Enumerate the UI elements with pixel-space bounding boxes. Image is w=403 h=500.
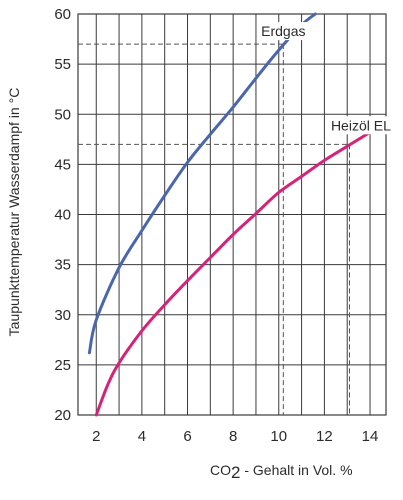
y-tick-label: 20 [54,407,71,424]
x-axis-label-subscript: 2 [231,463,241,482]
reference-lines [78,43,350,415]
x-tick-label: 4 [138,428,146,445]
series-annotations: Erdgas Heizöl EL [258,22,395,135]
x-tick-label: 12 [316,428,333,445]
plot-frame [77,13,387,416]
y-tick-label: 25 [54,357,71,374]
x-axis-label-suffix: - Gehalt in Vol. % [240,462,353,478]
y-tick-label: 40 [54,207,71,224]
x-tick-label: 14 [362,428,379,445]
annotation-background [258,22,309,41]
x-tick-label: 6 [183,428,191,445]
x-axis-label: CO2 - Gehalt in Vol. % [210,462,353,483]
annotation-background [327,116,395,135]
tick-labels: 20 25 30 35 40 45 50 55 60 2 4 6 8 10 12 14 [54,6,378,445]
series-line-erdgas [87,12,317,355]
y-tick-label: 55 [54,56,71,73]
x-tick-label: 8 [229,428,237,445]
y-tick-label: 45 [54,156,71,173]
x-tick-label: 10 [270,428,287,445]
y-tick-label: 60 [54,6,71,23]
series-annotation: Heizöl EL [331,117,391,133]
y-tick-label: 35 [54,257,71,274]
y-tick-label: 50 [54,106,71,123]
series-line-heiz-l-el [94,120,388,417]
series-annotation: Erdgas [261,23,305,39]
y-tick-label: 30 [54,307,71,324]
grid [77,13,387,416]
x-tick-label: 2 [92,428,100,445]
x-axis-label-prefix: CO [210,462,231,478]
y-axis-label: Taupunkttemperatur Wasserdampf in °C [6,88,22,337]
series-layer [87,12,388,417]
